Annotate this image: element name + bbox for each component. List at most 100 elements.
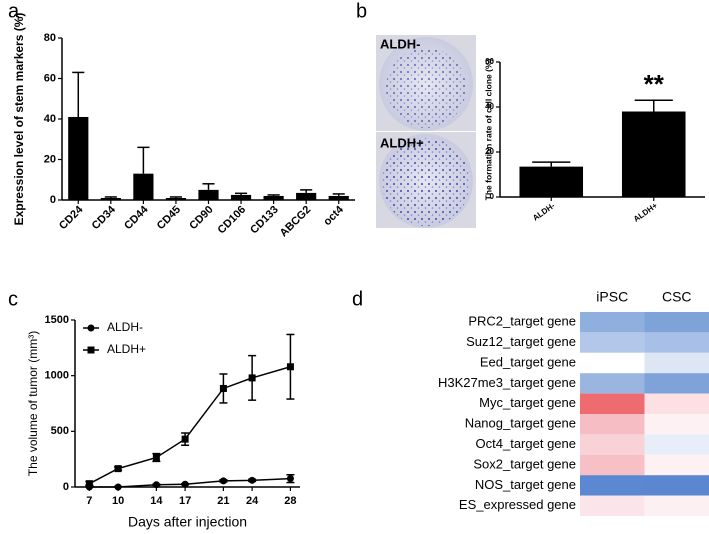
photo-label: ALDH- [380, 36, 420, 51]
row-label: Sox2_target gene [473, 456, 576, 471]
y-tick-label: 500 [51, 425, 69, 437]
heatmap-cell [644, 454, 709, 476]
heatmap-cell [580, 352, 645, 374]
heatmap-cell [580, 414, 645, 435]
bar [621, 111, 686, 197]
heatmap-cell [580, 373, 645, 394]
y-axis-label: Expression level of stem markers (%) [12, 13, 26, 226]
heatmap-cell [580, 393, 645, 414]
y-tick-label: 1500 [45, 314, 69, 326]
panel-label: a [8, 0, 20, 22]
significance: ** [644, 69, 665, 99]
heatmap-cell [644, 495, 709, 516]
marker [286, 363, 294, 371]
heatmap-cell [644, 373, 709, 394]
heatmap-cell [644, 332, 709, 353]
bar [165, 197, 187, 200]
y-tick-label: 60 [485, 57, 494, 66]
x-tick-label: CD106 [216, 204, 249, 237]
heatmap-cell [644, 414, 709, 435]
y-tick-label: 40 [485, 102, 494, 111]
row-label: Suz12_target gene [466, 334, 576, 349]
row-label: Nanog_target gene [465, 416, 576, 431]
y-axis-label: The volume of tumor (mm³) [26, 331, 40, 476]
row-label: Myc_target gene [479, 395, 576, 410]
x-tick-label: ALDH- [531, 201, 557, 223]
heatmap-cell [580, 312, 645, 333]
heatmap-cell [580, 495, 645, 516]
bar [230, 194, 252, 200]
x-tick-label: 24 [246, 495, 259, 507]
colonies [386, 48, 466, 128]
heatmap-cell [580, 434, 645, 455]
legend-label: ALDH- [107, 320, 143, 334]
y-tick-label: 0 [63, 481, 69, 493]
y-tick-label: 40 [44, 113, 56, 125]
heatmap-cell [644, 475, 709, 496]
column-label: CSC [662, 289, 692, 305]
x-tick-label: oct4 [321, 203, 346, 228]
x-axis-label: Days after injection [128, 514, 247, 530]
x-tick-label: 28 [284, 495, 296, 507]
x-tick-label: CD90 [187, 204, 215, 232]
y-tick-label: 20 [44, 153, 56, 165]
bar [133, 173, 154, 200]
row-label: Eed_target gene [480, 354, 576, 369]
column-label: iPSC [596, 289, 628, 305]
heatmap-cell [580, 332, 645, 353]
heatmap-cell [644, 312, 709, 333]
panel-label: d [352, 288, 363, 310]
heatmap-cell [580, 454, 645, 476]
marker [152, 453, 160, 461]
marker [85, 480, 93, 488]
x-tick-label: ABCG2 [278, 204, 314, 240]
x-tick-label: ALDH+ [632, 201, 659, 224]
bar [296, 192, 317, 200]
bar [198, 189, 219, 200]
bar [328, 195, 349, 200]
y-tick-label: 0 [490, 192, 495, 201]
row-label: PRC2_target gene [468, 314, 576, 329]
x-tick-label: 7 [86, 495, 92, 507]
bar [100, 197, 121, 200]
x-tick-label: 21 [217, 495, 229, 507]
colonies [382, 138, 470, 226]
x-tick-label: CD133 [248, 204, 281, 237]
y-tick-label: 60 [44, 72, 56, 84]
y-tick-label: 80 [44, 32, 56, 44]
marker [181, 480, 189, 488]
bar [263, 195, 284, 200]
row-label: Oct4_target gene [476, 436, 576, 451]
bar [68, 116, 89, 200]
panel-label: b [356, 0, 367, 22]
row-label: ES_expressed gene [459, 497, 576, 512]
marker [181, 435, 189, 443]
x-tick-label: 10 [112, 495, 124, 507]
y-tick-label: 20 [485, 147, 494, 156]
x-tick-label: CD44 [122, 203, 151, 232]
panel-label: c [8, 288, 18, 310]
y-axis-label: The formation rate of cell clone (%) [483, 58, 493, 200]
y-tick-label: 0 [50, 194, 56, 206]
legend-marker [87, 346, 95, 354]
colony-photos: ALDH- ALDH+ [376, 35, 476, 228]
row-label: H3K27me3_target gene [438, 375, 576, 390]
x-tick-label: CD45 [155, 204, 183, 232]
marker [219, 384, 227, 392]
heatmap-cell [580, 475, 645, 496]
heatmap-cell [644, 352, 709, 374]
marker [248, 374, 256, 382]
marker [114, 483, 122, 491]
marker [219, 477, 227, 485]
marker [248, 476, 256, 484]
heatmap-cell [644, 393, 709, 414]
legend-label: ALDH+ [107, 342, 146, 356]
heatmap-cell [644, 434, 709, 455]
bar [519, 166, 584, 197]
marker [286, 475, 294, 483]
row-label: NOS_target gene [475, 477, 576, 492]
x-tick-label: 14 [150, 495, 163, 507]
marker [152, 481, 160, 489]
x-tick-label: CD24 [57, 203, 86, 232]
